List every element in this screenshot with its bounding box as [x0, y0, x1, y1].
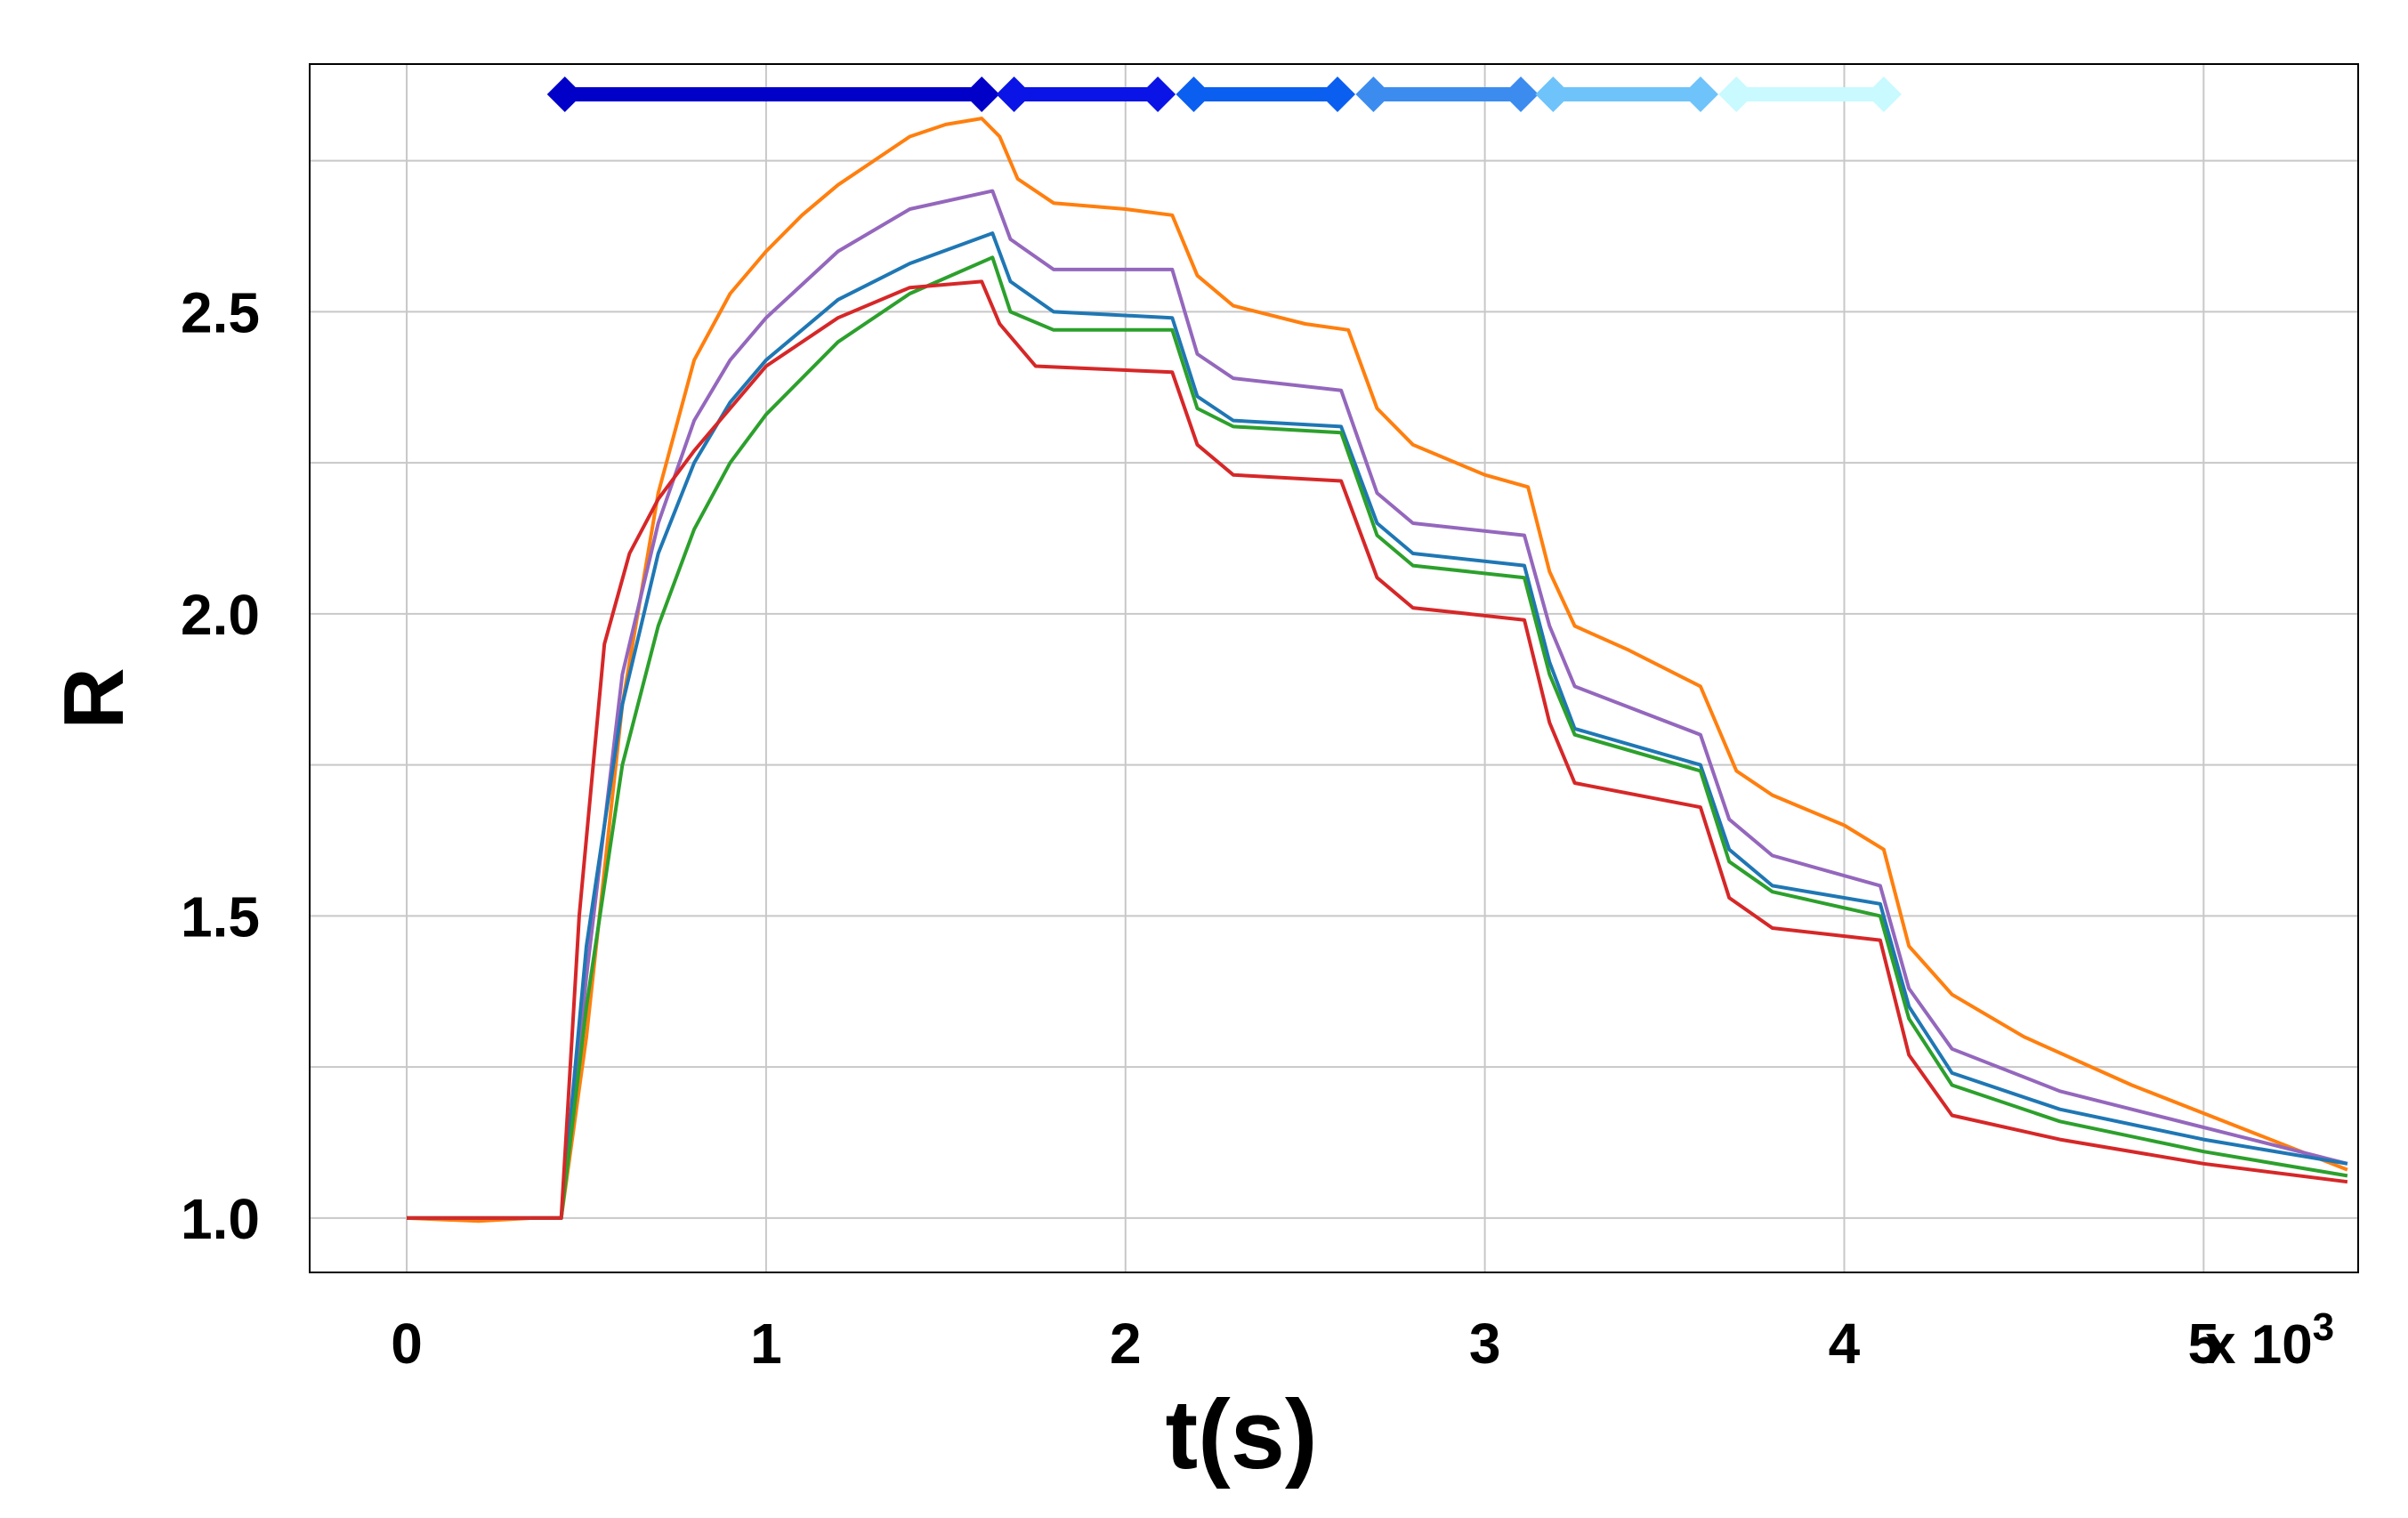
interval-start-diamond: [1176, 76, 1212, 112]
x-axis-multiplier: x 103: [2205, 1305, 2334, 1376]
interval-end-diamond: [964, 76, 1000, 112]
interval-end-diamond: [1503, 76, 1539, 112]
x-tick-label: 5: [2188, 1312, 2220, 1376]
y-tick-label: 1.5: [181, 884, 260, 949]
y-tick-label: 1.0: [181, 1187, 260, 1251]
interval-markers: [546, 76, 1902, 112]
x-axis-title: t(s): [1165, 1380, 1317, 1490]
interval-start-diamond: [1718, 76, 1755, 112]
x-tick-label: 2: [1110, 1312, 1142, 1376]
x-tick-label: 1: [750, 1312, 782, 1376]
x-tick-label: 3: [1469, 1312, 1501, 1376]
series-line-5: [407, 279, 2348, 1220]
series-line-1: [406, 117, 2348, 1223]
series-layer: [406, 117, 2348, 1223]
plot-frame: [309, 63, 2359, 1273]
series-line-4: [407, 255, 2348, 1220]
interval-end-diamond: [1140, 76, 1176, 112]
series-line-2: [407, 189, 2348, 1220]
grid-layer: [310, 64, 2358, 1272]
series-line-3: [407, 231, 2348, 1220]
tick-labels: 0 1 2 3 4 5 1.0 1.5 2.0 2.5: [181, 280, 2219, 1376]
interval-start-diamond: [546, 76, 583, 112]
x-axis-multiplier-exponent: 3: [2313, 1305, 2334, 1349]
interval-start-diamond: [1535, 76, 1572, 112]
y-axis-title: R: [46, 667, 141, 729]
interval-end-diamond: [1320, 76, 1356, 112]
x-tick-label: 0: [391, 1312, 423, 1376]
interval-end-diamond: [1682, 76, 1718, 112]
interval-end-diamond: [1865, 76, 1902, 112]
interval-start-diamond: [996, 76, 1032, 112]
y-tick-label: 2.5: [181, 280, 260, 344]
x-axis-multiplier-base: x 10: [2205, 1314, 2313, 1376]
y-tick-label: 2.0: [181, 583, 260, 647]
x-tick-label: 4: [1829, 1312, 1861, 1376]
interval-start-diamond: [1355, 76, 1392, 112]
